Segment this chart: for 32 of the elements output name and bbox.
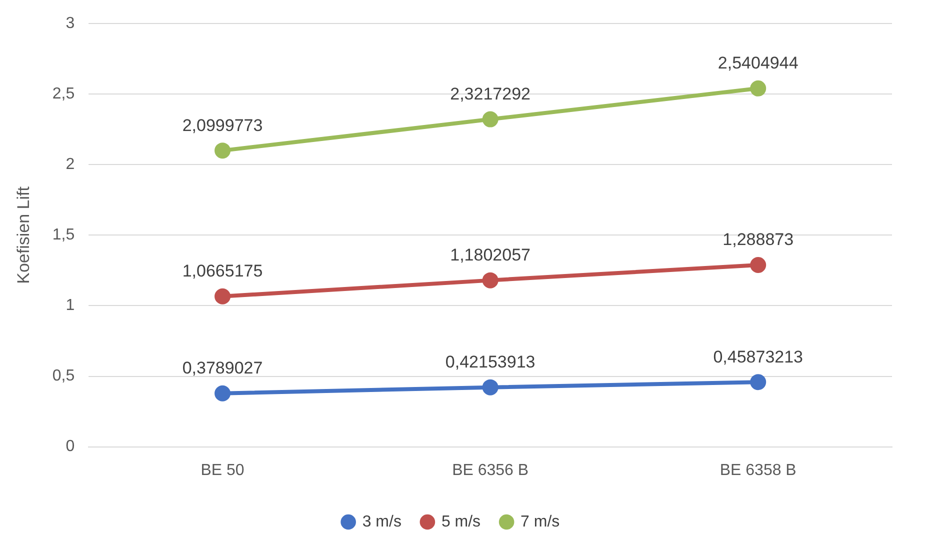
legend-label: 3 m/s	[362, 513, 402, 530]
y-tick-label: 3	[66, 15, 75, 32]
y-tick-label: 0	[66, 438, 75, 456]
point	[214, 288, 231, 304]
y-axis-title: Koefisien Lift	[14, 186, 33, 284]
data-label: 1,1802057	[450, 246, 531, 264]
data-label: 1,0665175	[182, 262, 263, 281]
x-tick-label: BE 6358 B	[720, 462, 796, 479]
data-label: 0,45873213	[713, 347, 804, 366]
y-tick-label: 2,5	[52, 86, 75, 103]
point	[214, 385, 231, 402]
data-label: 0,3789027	[182, 358, 263, 378]
data-label: 1,288873	[722, 230, 794, 250]
point	[482, 379, 498, 396]
legend-label: 5 m/s	[441, 513, 481, 530]
y-tick-label: 1,5	[52, 226, 75, 244]
data-label: 2,5404944	[718, 54, 798, 73]
point	[750, 374, 766, 390]
point	[214, 142, 231, 159]
point	[482, 111, 498, 128]
x-tick-label: BE 50	[200, 462, 244, 479]
point	[482, 272, 498, 288]
data-label: 0,42153913	[445, 352, 536, 372]
y-tick-label: 2	[66, 156, 75, 174]
y-tick-label: 1	[66, 297, 75, 314]
data-label: 2,0999773	[182, 116, 263, 135]
x-tick-label: BE 6356 B	[452, 462, 529, 479]
point	[750, 256, 766, 273]
legend-label: 7 m/s	[520, 513, 560, 530]
y-tick-label: 0,5	[52, 368, 75, 385]
point	[750, 80, 766, 96]
data-label: 2,3217292	[450, 84, 531, 104]
